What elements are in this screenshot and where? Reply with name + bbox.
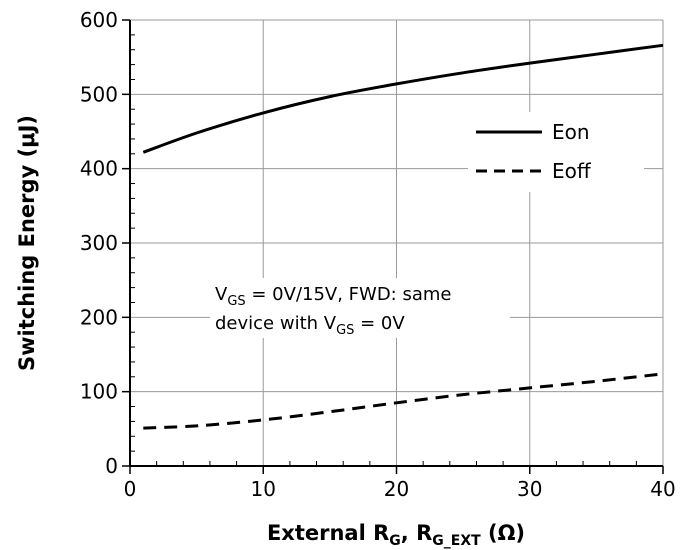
legend-background bbox=[468, 112, 644, 192]
x-tick-label-40: 40 bbox=[650, 477, 675, 501]
annotation-line-2-sub: GS bbox=[336, 323, 354, 338]
x-axis-title-main: External R bbox=[267, 521, 389, 545]
y-tick-label-100: 100 bbox=[80, 380, 118, 404]
legend-label-eon: Eon bbox=[552, 120, 590, 144]
annotation-background bbox=[210, 278, 510, 338]
y-tick-label-0: 0 bbox=[105, 454, 118, 478]
legend-label-eoff: Eoff bbox=[552, 159, 592, 183]
x-axis-title-unit: (Ω) bbox=[481, 521, 525, 545]
axes bbox=[122, 19, 664, 474]
y-tick-label-600: 600 bbox=[80, 8, 118, 32]
y-axis-title: Switching Energy (μJ) bbox=[15, 115, 39, 371]
series-line-eoff bbox=[143, 372, 664, 430]
y-tick-label-200: 200 bbox=[80, 305, 118, 329]
data-series bbox=[142, 43, 664, 430]
x-tick-label-20: 20 bbox=[384, 477, 409, 501]
y-tick-label-400: 400 bbox=[80, 157, 118, 181]
tick-labels: 0 100 200 300 400 500 600 0 10 20 30 40 bbox=[80, 8, 676, 501]
annotation-line-1-rest: = 0V/15V, FWD: same bbox=[246, 284, 452, 305]
x-axis-title-sub1: G bbox=[389, 533, 401, 549]
annotation-line-2-start: device with V bbox=[215, 313, 337, 334]
annotation-line-1: VGS = 0V/15V, FWD: same bbox=[215, 284, 452, 309]
legend: Eon Eoff bbox=[468, 112, 644, 192]
y-tick-label-500: 500 bbox=[80, 82, 118, 106]
x-axis-title: External RG, RG_EXT (Ω) bbox=[267, 521, 525, 549]
x-tick-label-0: 0 bbox=[124, 477, 137, 501]
x-tick-label-10: 10 bbox=[251, 477, 276, 501]
annotation-line-1-v: V bbox=[215, 284, 228, 305]
annotation-line-2-rest: = 0V bbox=[354, 313, 405, 334]
x-axis-title-sep: , R bbox=[401, 521, 432, 545]
y-tick-label-300: 300 bbox=[80, 231, 118, 255]
x-axis-title-sub2: G_EXT bbox=[432, 533, 481, 549]
test-condition-annotation: VGS = 0V/15V, FWD: same device with VGS … bbox=[210, 278, 510, 338]
x-tick-label-30: 30 bbox=[517, 477, 542, 501]
annotation-line-1-sub: GS bbox=[227, 294, 245, 309]
annotation-line-2: device with VGS = 0V bbox=[215, 313, 405, 338]
series-line-eon bbox=[142, 43, 664, 154]
